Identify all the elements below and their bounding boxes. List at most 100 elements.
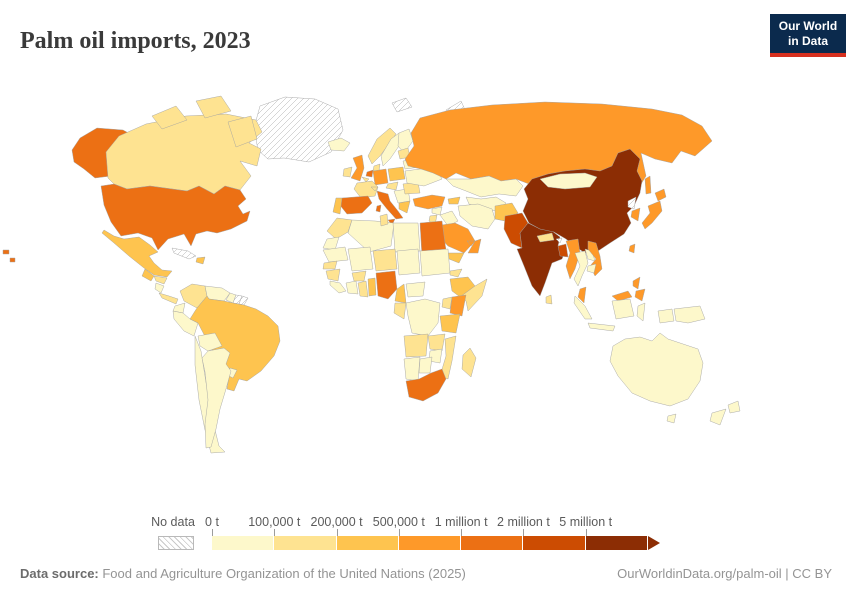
country-sri-lanka[interactable] — [545, 294, 553, 305]
country-turkey[interactable] — [412, 194, 446, 210]
country-malaysia[interactable] — [577, 286, 633, 304]
country-senegal[interactable] — [322, 260, 338, 270]
country-united-kingdom[interactable] — [350, 154, 365, 182]
country-bhutan[interactable] — [555, 237, 563, 244]
country-kenya[interactable] — [449, 294, 467, 317]
country-niger[interactable] — [372, 248, 398, 272]
country-italy[interactable] — [376, 190, 404, 220]
country-namibia[interactable] — [403, 356, 421, 382]
country-germany[interactable] — [372, 168, 389, 186]
country-chile[interactable] — [194, 335, 226, 454]
country-honduras[interactable] — [153, 275, 168, 285]
country-yemen[interactable] — [447, 252, 465, 264]
country-bolivia[interactable] — [197, 332, 223, 352]
country-kazakhstan[interactable] — [445, 175, 524, 198]
country-ghana[interactable] — [357, 280, 369, 298]
legend-bin-b5[interactable] — [461, 536, 524, 550]
country-bangladesh[interactable] — [557, 243, 569, 258]
country-taiwan[interactable] — [628, 243, 636, 254]
country-greenland[interactable] — [253, 96, 344, 163]
country-thailand[interactable] — [573, 250, 589, 287]
country-mongolia[interactable] — [539, 172, 598, 190]
country-tanzania[interactable] — [439, 313, 461, 334]
country-libya[interactable] — [392, 222, 421, 253]
country-cote-divoire[interactable] — [345, 280, 359, 295]
country-portugal[interactable] — [332, 197, 343, 215]
country-philippines[interactable] — [632, 276, 646, 302]
country-syria[interactable] — [431, 206, 443, 216]
country-france[interactable] — [353, 180, 379, 199]
country-argentina[interactable] — [201, 347, 232, 449]
country-finland[interactable] — [397, 128, 414, 154]
country-japan[interactable] — [641, 188, 667, 230]
owid-logo[interactable]: Our World in Data — [770, 14, 846, 57]
country-greece[interactable] — [398, 200, 411, 214]
country-mali[interactable] — [347, 246, 374, 272]
country-uae[interactable] — [466, 240, 476, 247]
country-sardinia[interactable] — [375, 204, 382, 213]
country-chad[interactable] — [396, 248, 421, 276]
legend-bin-b1[interactable] — [212, 536, 275, 550]
country-eritrea[interactable] — [449, 268, 463, 278]
country-mozambique[interactable] — [439, 335, 457, 380]
country-algeria[interactable] — [347, 219, 395, 253]
country-madagascar[interactable] — [461, 347, 477, 378]
country-south-africa[interactable] — [405, 368, 447, 402]
country-canada-arctic2[interactable] — [195, 95, 232, 119]
country-myanmar[interactable] — [565, 238, 581, 280]
owid-credit-link[interactable]: OurWorldinData.org/palm-oil | CC BY — [617, 566, 832, 581]
world-choropleth-map[interactable] — [0, 88, 850, 508]
country-nepal[interactable] — [536, 232, 555, 243]
country-sudan[interactable] — [419, 248, 451, 277]
country-svalbard[interactable] — [391, 97, 413, 113]
country-hawaii[interactable] — [2, 249, 16, 263]
country-papua-new-guinea[interactable] — [673, 305, 706, 324]
country-united-states[interactable] — [100, 183, 251, 251]
country-norway[interactable] — [367, 127, 397, 165]
legend-bin-b7[interactable] — [585, 536, 648, 550]
country-peru[interactable] — [172, 310, 199, 337]
country-cuba[interactable] — [171, 247, 197, 260]
country-guinea[interactable] — [325, 268, 341, 282]
legend-bin-b4[interactable] — [398, 536, 462, 550]
country-indonesia[interactable] — [573, 295, 675, 332]
country-sakhalin[interactable] — [644, 175, 652, 195]
country-switzerland[interactable] — [370, 186, 379, 192]
country-north-korea[interactable] — [627, 196, 637, 210]
country-nigeria[interactable] — [375, 270, 398, 300]
country-netherlands[interactable] — [365, 169, 374, 178]
legend-no-data-swatch[interactable] — [158, 536, 194, 550]
legend-bin-b6[interactable] — [523, 536, 586, 550]
country-guatemala[interactable] — [141, 268, 155, 282]
country-australia[interactable] — [609, 332, 704, 407]
country-new-zealand[interactable] — [709, 400, 741, 426]
country-iraq[interactable] — [439, 210, 459, 227]
country-spain[interactable] — [338, 195, 373, 215]
country-gabon-congo[interactable] — [393, 302, 407, 320]
country-mexico[interactable] — [101, 229, 173, 278]
country-dr-congo[interactable] — [405, 298, 441, 337]
country-tunisia[interactable] — [379, 213, 389, 227]
country-sierra-leone-liberia[interactable] — [329, 280, 347, 294]
country-costa-rica-panama[interactable] — [158, 292, 179, 305]
country-czechia-austria[interactable] — [385, 181, 399, 191]
country-oman[interactable] — [467, 238, 482, 254]
country-central-african-republic[interactable] — [405, 281, 426, 298]
country-tasmania[interactable] — [666, 413, 677, 424]
country-belgium[interactable] — [361, 176, 370, 183]
country-nicaragua[interactable] — [154, 282, 165, 294]
country-uganda[interactable] — [441, 296, 453, 310]
country-iran[interactable] — [457, 203, 496, 230]
country-angola[interactable] — [403, 333, 429, 358]
country-zambia[interactable] — [427, 333, 446, 352]
country-poland[interactable] — [387, 166, 406, 182]
country-morocco[interactable] — [326, 217, 353, 240]
country-botswana[interactable] — [418, 356, 433, 374]
country-canada-arctic1[interactable] — [151, 105, 188, 130]
country-south-korea[interactable] — [630, 207, 641, 222]
country-togo-benin[interactable] — [367, 277, 377, 297]
country-ireland[interactable] — [342, 166, 353, 178]
country-mauritania[interactable] — [322, 246, 349, 263]
legend-bin-b2[interactable] — [274, 536, 337, 550]
country-dominican-republic[interactable] — [195, 256, 206, 265]
